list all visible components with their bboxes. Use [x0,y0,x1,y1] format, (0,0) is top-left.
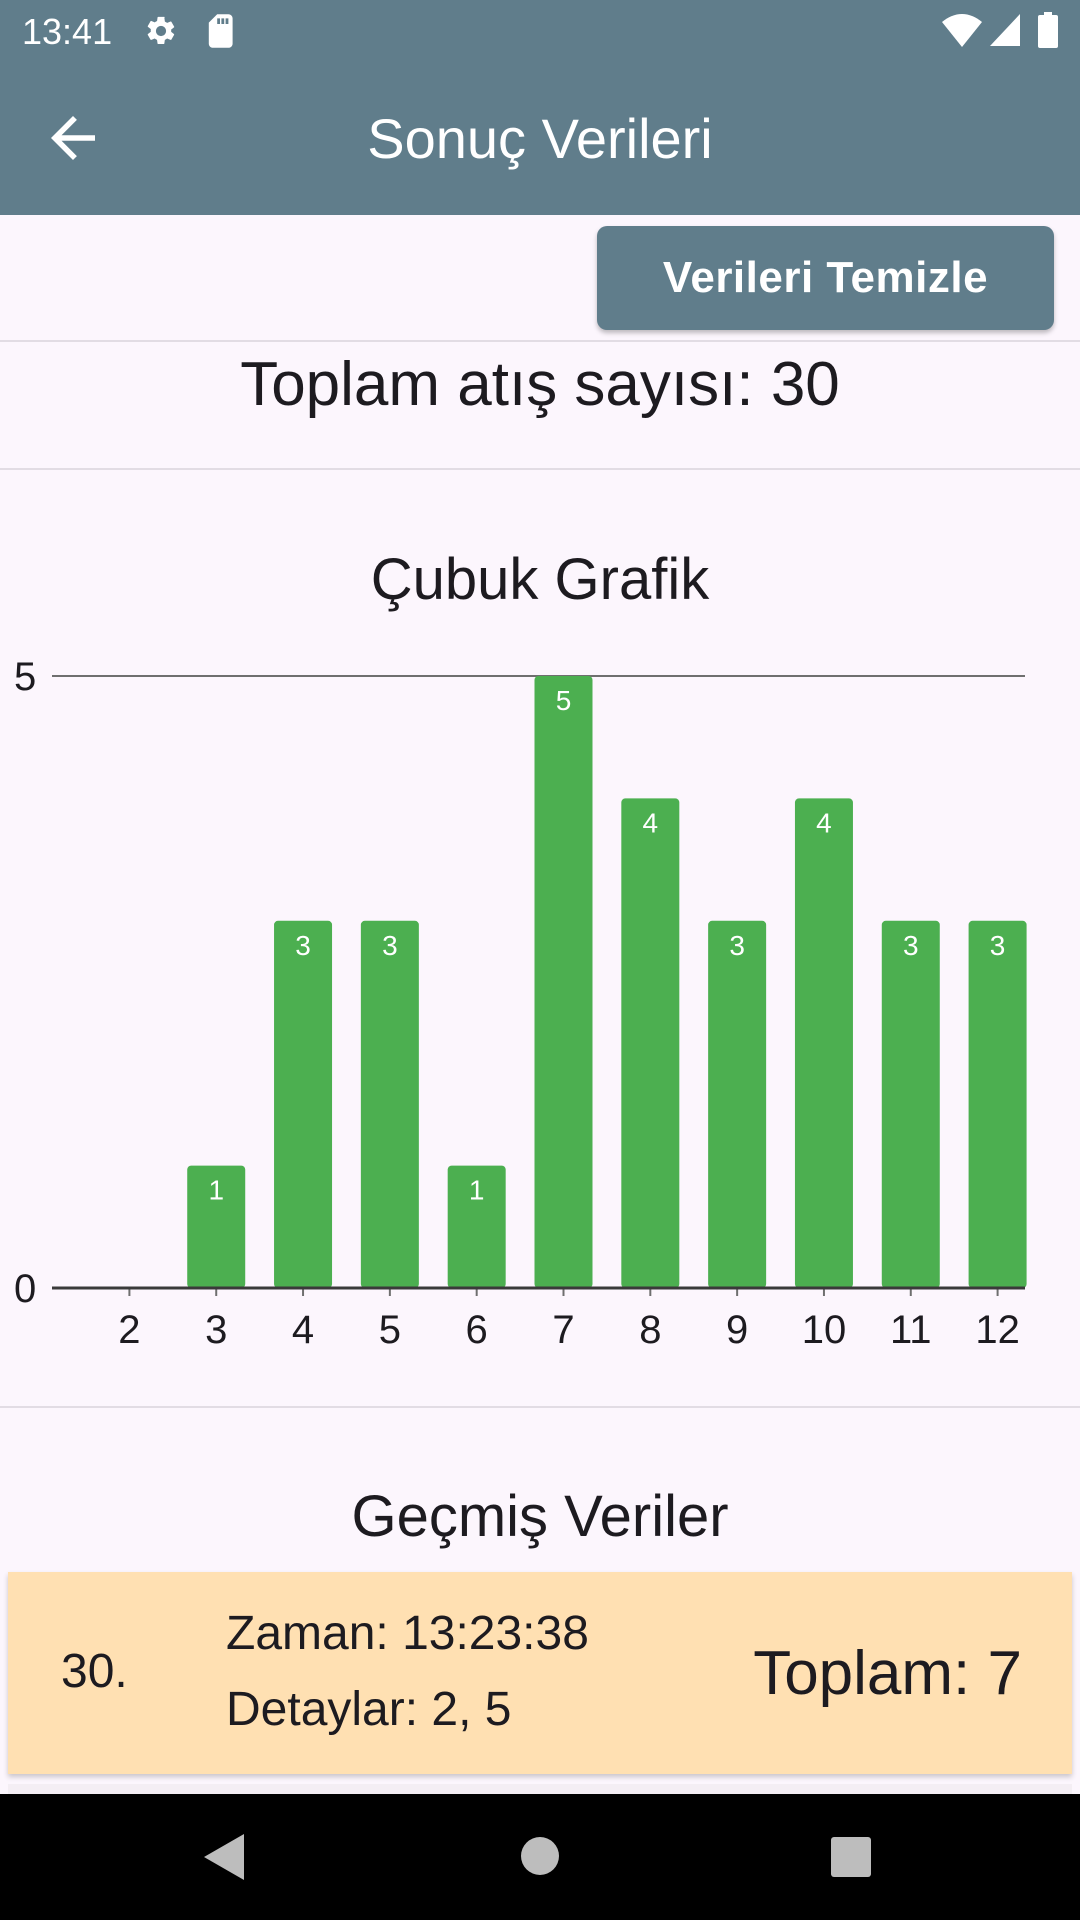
y-tick-label: 0 [14,1267,36,1311]
history-title: Geçmiş Veriler [351,1484,729,1549]
bar [274,920,333,1288]
bar-value-label: 1 [469,1175,485,1206]
x-tick-label: 12 [975,1308,1020,1352]
bar-value-label: 1 [208,1175,224,1206]
page-title: Sonuç Verileri [367,107,713,170]
next-list-item-edge [8,1784,1072,1794]
y-tick-label: 5 [14,655,36,699]
bar-chart: 0 5 2 1 3 3 4 3 5 1 6 5 7 4 8 3 9 4 10 3 11 3 12 [14,655,1027,1352]
x-tick-label: 6 [466,1308,488,1352]
wifi-icon [942,14,982,47]
sd-card-icon [208,14,233,48]
divider [0,1406,1080,1408]
x-tick-label: 5 [379,1308,401,1352]
x-tick-label: 8 [639,1308,661,1352]
bar-value-label: 3 [990,930,1006,961]
chart-title: Çubuk Grafik [370,547,710,612]
x-tick-label: 2 [118,1308,140,1352]
entry-total: Toplam: 7 [753,1639,1022,1708]
bar-value-label: 4 [816,807,832,838]
bar [534,676,593,1288]
x-tick-label: 10 [802,1308,847,1352]
back-arrow-icon[interactable] [40,105,106,171]
bar-value-label: 3 [382,930,398,961]
bar [447,1165,506,1288]
nav-home-icon[interactable] [520,1836,560,1876]
bar [881,920,940,1288]
navigation-bar [0,1794,1080,1920]
bar [187,1165,246,1288]
bar [794,798,853,1288]
battery-icon [1038,12,1058,48]
bar-value-label: 3 [729,930,745,961]
bar [708,920,767,1288]
x-tick-label: 11 [890,1308,932,1352]
bar-value-label: 3 [903,930,919,961]
nav-recents-icon[interactable] [831,1837,871,1877]
gear-icon [147,16,175,45]
x-tick-label: 7 [552,1308,574,1352]
bar-value-label: 5 [556,685,572,716]
clear-data-button[interactable]: Verileri Temizle [597,226,1054,330]
x-tick-label: 9 [726,1308,748,1352]
status-time: 13:41 [22,11,113,52]
x-tick-label: 4 [292,1308,314,1352]
bar-value-label: 4 [643,807,659,838]
bar-value-label: 3 [295,930,311,961]
entry-details: Detaylar: 2, 5 [226,1683,512,1736]
total-throws-text: Toplam atış sayısı: 30 [240,350,840,419]
app-bar: Sonuç Verileri [0,63,1080,215]
nav-back-icon[interactable] [204,1834,244,1880]
divider [0,340,1080,342]
bar [621,798,680,1288]
entry-index: 30. [61,1645,128,1698]
signal-icon [990,14,1020,46]
x-tick-label: 3 [205,1308,227,1352]
entry-time: Zaman: 13:23:38 [226,1607,589,1660]
status-bar: 13:41 [0,0,1080,63]
bar [360,920,419,1288]
bar [968,920,1027,1288]
divider [0,468,1080,470]
history-list-item[interactable]: 30. Zaman: 13:23:38 Detaylar: 2, 5 Topla… [8,1572,1072,1774]
